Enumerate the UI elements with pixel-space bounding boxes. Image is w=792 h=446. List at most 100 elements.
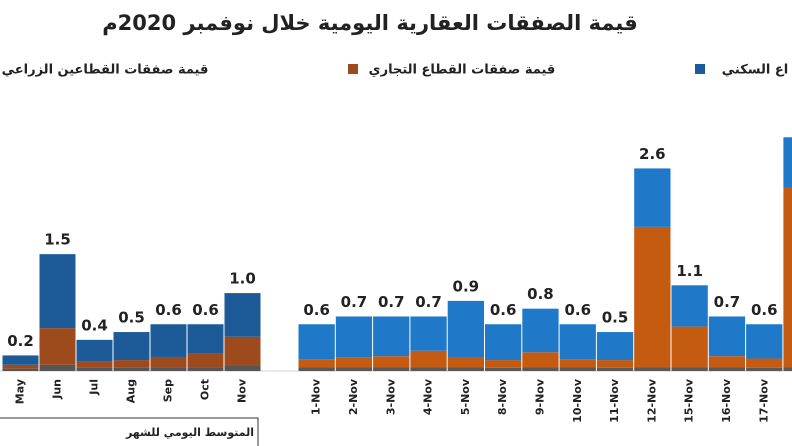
- bar-segment: [596, 367, 634, 371]
- total-label: 1.5: [44, 231, 71, 249]
- x-tick-label: Jul: [88, 379, 101, 396]
- x-tick-label: 3-Nov: [384, 378, 397, 415]
- bar-segment: [559, 367, 596, 371]
- total-label: 0.5: [118, 309, 145, 327]
- bar-segment: [335, 357, 373, 368]
- bar-segment: [485, 324, 522, 361]
- bar-segment: [224, 293, 261, 337]
- legend-label: قيمة صفقات القطاعين الزراعي: [2, 63, 209, 78]
- bar-segment: [2, 355, 39, 365]
- bar-segment: [113, 367, 150, 371]
- bar-segment: [150, 324, 187, 357]
- x-tick-label: 9-Nov: [533, 378, 546, 415]
- bar-segment: [113, 360, 150, 368]
- bar-segment: [671, 326, 708, 368]
- bar-segment: [746, 358, 783, 368]
- bar-segment: [708, 367, 746, 371]
- note: المتوسط اليومي للشهر: [125, 426, 254, 439]
- bar-segment: [671, 367, 708, 371]
- legend-label: قيمة صفقات القطاع التجاري: [369, 63, 556, 78]
- bar-segment: [373, 356, 410, 368]
- x-tick-label: Nov: [236, 378, 249, 403]
- bar-segment: [298, 359, 335, 368]
- x-tick-label: 12-Nov: [645, 378, 658, 423]
- bar-segment: [410, 316, 447, 351]
- x-tick-label: 8-Nov: [496, 378, 509, 415]
- bar-segment: [76, 367, 113, 371]
- total-label: 0.7: [378, 293, 405, 311]
- legend-swatch: [695, 64, 705, 74]
- bar-segment: [39, 254, 76, 329]
- bar-segment: [410, 350, 447, 368]
- bar-segment: [447, 300, 484, 357]
- bar-segment: [485, 360, 522, 368]
- note-box: [0, 417, 259, 446]
- bar-segment: [783, 187, 792, 368]
- total-label: 0.6: [751, 301, 778, 319]
- x-tick-label: 2-Nov: [347, 378, 360, 415]
- x-tick-label: 1-Nov: [310, 378, 323, 415]
- x-tick-label: May: [14, 379, 27, 404]
- bar-segment: [187, 324, 224, 354]
- bar-segment: [187, 367, 224, 371]
- bar-segment: [76, 339, 113, 362]
- bar-segment: [2, 368, 39, 371]
- x-tick-label: Jun: [51, 379, 64, 400]
- bar-segment: [708, 356, 746, 368]
- bar-segment: [224, 365, 261, 371]
- bar-segment: [596, 332, 634, 361]
- total-label: 0.7: [341, 293, 368, 311]
- bar-segment: [634, 367, 671, 371]
- x-tick-label: Oct: [199, 379, 212, 400]
- bar-segment: [746, 367, 783, 371]
- bar-segment: [522, 308, 559, 353]
- total-label: 1.0: [229, 270, 256, 288]
- bar-segment: [746, 324, 783, 359]
- total-label: 0.2: [7, 332, 34, 350]
- bar-segment: [596, 360, 634, 368]
- total-label: 0.7: [415, 293, 442, 311]
- bar-segment: [373, 316, 410, 357]
- x-tick-label: 17-Nov: [757, 378, 770, 423]
- x-tick-label: 15-Nov: [683, 378, 696, 423]
- bar-segment: [187, 353, 224, 368]
- total-label: 0.8: [527, 285, 554, 303]
- bar-segment: [113, 332, 150, 361]
- total-label: 0.4: [81, 316, 108, 334]
- bar-segment: [150, 356, 187, 368]
- legend-label: اع السكني: [722, 63, 788, 78]
- bar-segment: [783, 367, 792, 371]
- bar-segment: [335, 316, 373, 358]
- bar-segment: [634, 168, 671, 227]
- total-label: 0.6: [490, 301, 517, 319]
- bar-segment: [559, 324, 596, 360]
- bar-segment: [783, 137, 792, 188]
- bar-segment: [2, 364, 39, 369]
- bar-segment: [447, 356, 484, 368]
- bar-segment: [447, 367, 484, 371]
- legend-swatch: [348, 64, 358, 74]
- bar-segment: [76, 361, 113, 368]
- bar-segment: [298, 367, 335, 371]
- x-tick-label: 10-Nov: [571, 378, 584, 423]
- total-label: 0.6: [155, 301, 182, 319]
- bar-segment: [634, 226, 671, 368]
- bar-segment: [559, 359, 596, 368]
- bar-segment: [335, 367, 373, 371]
- bar-segment: [39, 328, 76, 365]
- total-label: 0.6: [192, 301, 219, 319]
- x-tick-label: 16-Nov: [720, 378, 733, 423]
- bar-segment: [671, 285, 708, 327]
- bar-segment: [39, 364, 76, 371]
- total-label: 1.1: [676, 262, 703, 280]
- x-tick-label: 11-Nov: [608, 378, 621, 423]
- bar-segment: [298, 324, 335, 360]
- total-label: 0.5: [602, 309, 629, 327]
- bar-segment: [224, 336, 261, 366]
- x-tick-label: 5-Nov: [459, 378, 472, 415]
- bar-segment: [485, 367, 522, 371]
- chart-title: قيمة الصفقات العقارية اليومية خلال نوفمب…: [102, 11, 637, 35]
- total-label: 2.6: [639, 145, 666, 163]
- total-label: 0.7: [714, 293, 741, 311]
